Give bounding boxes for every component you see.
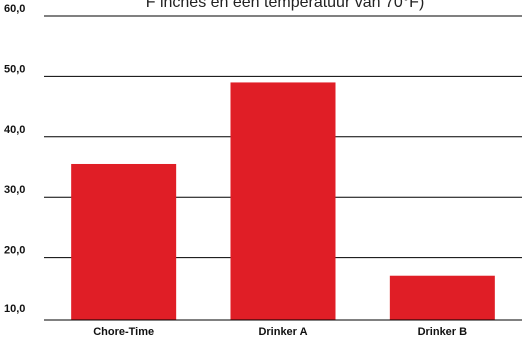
bar-drinker-b — [389, 275, 495, 320]
y-axis-ticks: 10,0 20,0 30,0 40,0 50,0 60,0 — [4, 3, 25, 315]
y-tick-label: 60,0 — [4, 3, 25, 15]
bar-drinker-a — [230, 82, 336, 320]
chart-title: F inches en een temperatuur van 70°F) — [146, 0, 425, 11]
y-tick-label: 10,0 — [4, 303, 25, 315]
y-tick-label: 40,0 — [4, 124, 25, 136]
y-tick-label: 50,0 — [4, 63, 25, 75]
x-tick-label: Drinker A — [258, 326, 307, 337]
x-tick-label: Chore-Time — [93, 326, 154, 337]
bars — [71, 82, 495, 320]
x-tick-label: Drinker B — [418, 326, 468, 337]
bar-chore-time — [71, 163, 177, 320]
x-axis-ticks: Chore-Time Drinker A Drinker B — [93, 326, 467, 337]
y-tick-label: 30,0 — [4, 184, 25, 196]
y-tick-label: 20,0 — [4, 245, 25, 257]
